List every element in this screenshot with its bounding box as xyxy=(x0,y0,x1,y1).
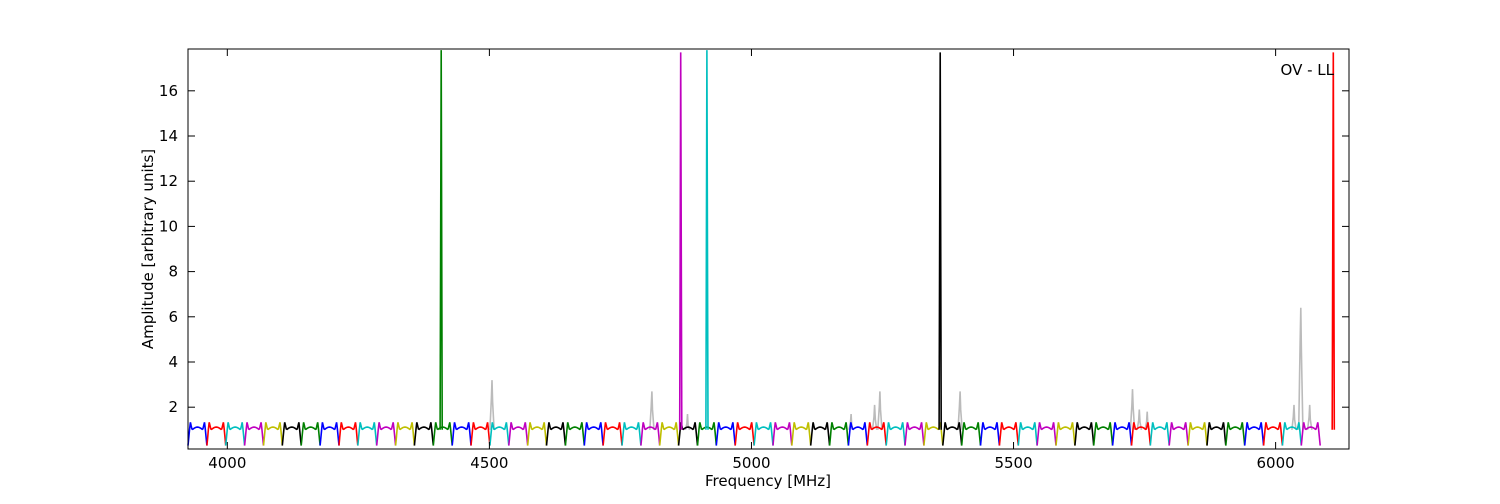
x-tick-label: 5000 xyxy=(732,454,770,472)
band-channel-line xyxy=(1206,422,1227,446)
band-channel-line xyxy=(1111,422,1133,446)
band-channel-line xyxy=(885,422,906,446)
band-channel-line xyxy=(1074,422,1095,446)
band-channel-line xyxy=(979,422,1001,446)
band-channel-line xyxy=(1168,422,1189,446)
band-channel-line xyxy=(526,422,548,446)
y-tick-label: 2 xyxy=(168,398,178,416)
y-axis-label: Amplitude [arbitrary units] xyxy=(139,149,157,349)
spike-line xyxy=(678,52,683,430)
band-channel-line xyxy=(658,422,680,446)
band-channel-line xyxy=(809,422,831,446)
band-channel-line xyxy=(923,422,944,446)
band-channel-line xyxy=(470,422,491,446)
band-channel-line xyxy=(621,422,642,446)
gray-trace-bump xyxy=(489,380,495,430)
gray-trace-bump xyxy=(957,391,963,430)
band-channel-line xyxy=(791,422,812,446)
band-channel-line xyxy=(224,422,246,446)
band-channel-line xyxy=(1130,422,1152,446)
band-channel-line xyxy=(904,422,925,446)
band-channel-line xyxy=(508,422,529,446)
band-channel-line xyxy=(413,422,435,446)
gray-trace-bump xyxy=(877,391,883,430)
band-channel-line xyxy=(206,422,227,446)
band-channel-line xyxy=(319,422,340,446)
band-channel-line xyxy=(281,422,302,446)
band-channel-line xyxy=(1225,422,1246,446)
band-channel-line xyxy=(394,422,416,446)
band-channel-line xyxy=(262,422,284,446)
band-channel-line xyxy=(545,422,567,446)
band-channel-line xyxy=(583,422,604,446)
band-channel-line xyxy=(715,422,736,446)
y-tick-label: 12 xyxy=(159,172,178,190)
y-tick-label: 10 xyxy=(159,217,178,235)
y-tick-label: 4 xyxy=(168,353,178,371)
band-channel-line xyxy=(187,422,208,446)
band-channel-line xyxy=(847,422,869,446)
y-tick-label: 16 xyxy=(159,82,178,100)
band-channel-line xyxy=(1149,422,1170,446)
y-tick-label: 8 xyxy=(168,263,178,281)
band-channel-line xyxy=(1243,422,1265,446)
band-channel-line xyxy=(1092,422,1114,446)
band-channel-line xyxy=(640,422,661,446)
band-channel-line xyxy=(602,422,623,446)
x-tick-label: 4000 xyxy=(208,454,246,472)
band-channel-line xyxy=(866,422,887,446)
gray-trace-bump xyxy=(871,404,878,430)
band-channel-line xyxy=(1262,422,1284,446)
band-channel-line xyxy=(753,422,774,446)
band-channel-line xyxy=(828,422,850,446)
x-tick-label: 5500 xyxy=(994,454,1032,472)
band-channel-line xyxy=(1017,422,1038,446)
gray-trace-bump xyxy=(1136,409,1143,430)
gray-trace-bump xyxy=(1129,389,1136,430)
band-channel-line xyxy=(734,422,755,446)
chart-annotation: OV - LL xyxy=(1281,61,1335,79)
x-tick-label: 6000 xyxy=(1257,454,1295,472)
band-channel-line xyxy=(489,422,510,446)
band-channel-line xyxy=(451,422,472,446)
band-channel-line xyxy=(696,422,718,446)
band-channel-line xyxy=(300,422,321,446)
gray-trace-bump xyxy=(1306,404,1313,430)
band-channel-line xyxy=(998,422,1020,446)
band-channel-line xyxy=(338,422,359,446)
x-tick-label: 4500 xyxy=(470,454,508,472)
band-channel-line xyxy=(1036,422,1057,446)
band-channel-line xyxy=(1300,422,1321,446)
spike-line xyxy=(439,50,444,430)
y-tick-label: 6 xyxy=(168,308,178,326)
band-channel-line xyxy=(564,422,586,446)
plot-frame xyxy=(187,48,1350,450)
y-tick-label: 14 xyxy=(159,127,178,145)
ticks-layer: 4000 4500 5000 5500 6000 2 4 6 8 10 12 14 16 xyxy=(159,49,1349,472)
gray-trace-bump xyxy=(1291,404,1297,430)
band-channel-line xyxy=(375,422,397,446)
spike-line xyxy=(938,52,943,430)
band-channel-line xyxy=(942,422,963,446)
band-channel-line xyxy=(243,422,265,446)
band-channel-line xyxy=(357,422,378,446)
band-channel-line xyxy=(772,422,793,446)
x-axis-label: Frequency [MHz] xyxy=(705,472,831,490)
band-channel-line xyxy=(960,422,982,446)
band-channel-line xyxy=(1281,422,1303,446)
series-layer xyxy=(187,50,1336,446)
gray-trace-bump xyxy=(1297,307,1304,430)
band-channel-line xyxy=(1055,422,1076,446)
band-channel-line xyxy=(1187,422,1208,446)
spike-line xyxy=(705,50,709,430)
gray-trace-bump xyxy=(649,391,655,430)
spike-line xyxy=(1331,52,1336,430)
